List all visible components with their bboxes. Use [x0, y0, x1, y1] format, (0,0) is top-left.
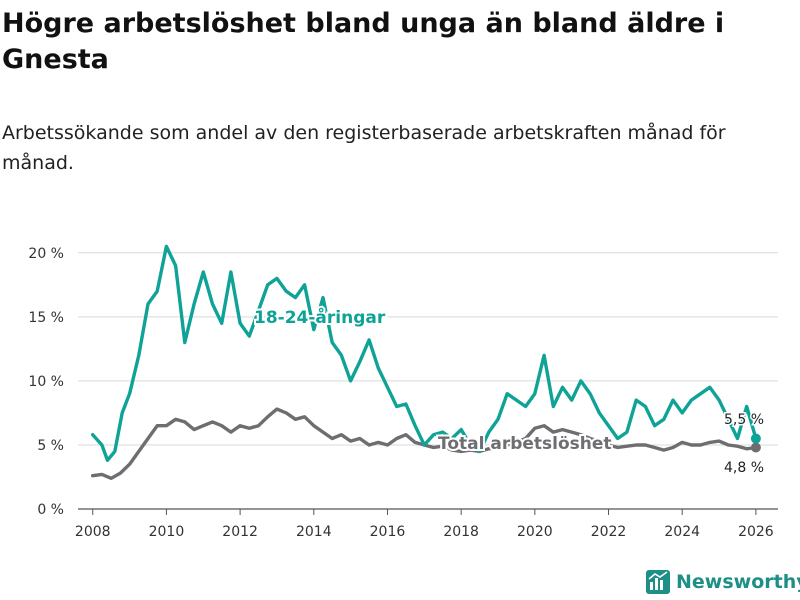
- x-tick-label: 2022: [591, 524, 627, 540]
- line-chart: 0 %5 %10 %15 %20 % 2008 2010 2012 2014 2016 2…: [28, 244, 778, 540]
- x-tick-label: 2010: [149, 524, 185, 540]
- series-label-total: Total arbetslöshet: [438, 434, 612, 454]
- y-tick-label: 20 %: [28, 246, 64, 262]
- chart-subtitle: Arbetssökande som andel av den registerb…: [2, 122, 726, 174]
- x-tick-label: 2020: [517, 524, 553, 540]
- y-tick-label: 10 %: [28, 374, 64, 390]
- series-line-youth: [90, 244, 758, 462]
- end-point-total: [750, 442, 761, 453]
- series-label-youth: 18-24-åringar: [254, 306, 386, 328]
- end-value-total: 4,8 %: [724, 460, 764, 476]
- x-tick-label: 2026: [738, 524, 774, 540]
- end-point-youth: [750, 433, 761, 444]
- chart-title: Högre arbetslöshet bland unga än bland ä…: [2, 8, 725, 75]
- newsworthy-logo: Newsworthy: [645, 569, 800, 595]
- brand-name: Newsworthy: [676, 571, 800, 593]
- series-lines: [90, 244, 761, 480]
- x-tick-label: 2012: [222, 524, 258, 540]
- y-axis-ticks: 0 % 5 % 10 % 15 % 20 %: [28, 246, 64, 518]
- x-axis-ticks: 2008 2010 2012 2014 2016 2018 2020 2022 2024 2026: [75, 509, 774, 540]
- x-tick-label: 2024: [664, 524, 700, 540]
- y-tick-label: 5 %: [37, 438, 64, 454]
- end-value-youth: 5,5 %: [724, 412, 764, 428]
- x-tick-label: 2008: [75, 524, 111, 540]
- x-tick-label: 2018: [443, 524, 479, 540]
- series-labels: 18-24-åringar Total arbetslöshet 5,5 % 4,8 …: [252, 304, 766, 478]
- gridlines: [78, 252, 778, 446]
- newsworthy-logo-icon: [646, 570, 670, 594]
- y-tick-label: 0 %: [37, 502, 64, 518]
- y-tick-label: 15 %: [28, 310, 64, 326]
- x-tick-label: 2016: [370, 524, 406, 540]
- x-tick-label: 2014: [296, 524, 332, 540]
